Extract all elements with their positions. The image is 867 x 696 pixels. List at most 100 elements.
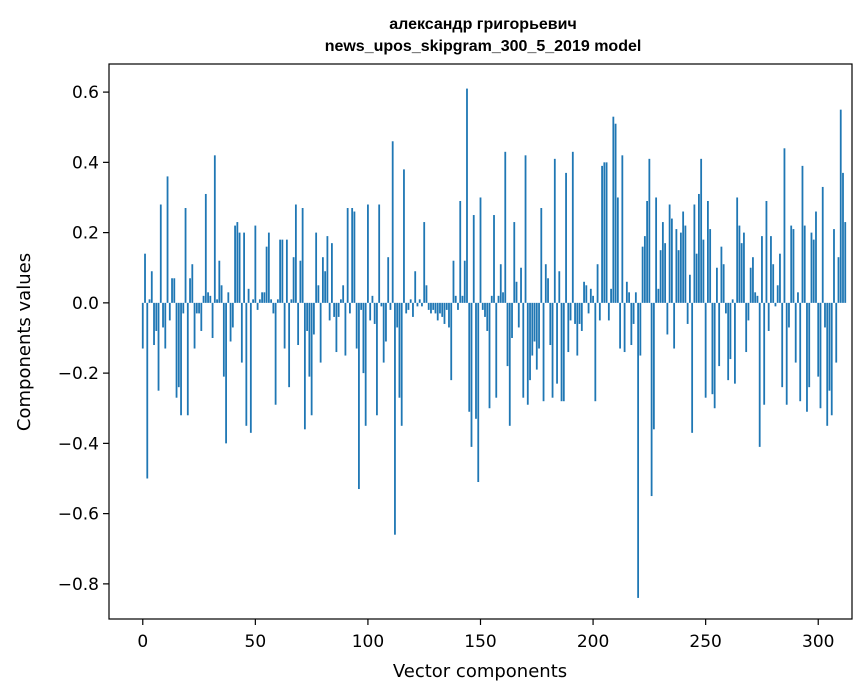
y-tick-label: 0.0 xyxy=(72,294,99,314)
bar xyxy=(484,302,486,317)
bar xyxy=(146,302,149,479)
bar xyxy=(587,302,590,314)
bar xyxy=(434,302,437,314)
bar xyxy=(770,236,772,303)
bar xyxy=(452,260,455,303)
bar xyxy=(558,271,561,303)
bar xyxy=(560,302,563,402)
bar xyxy=(324,271,327,303)
bar xyxy=(583,281,585,303)
bar xyxy=(601,165,603,303)
bar xyxy=(661,222,664,303)
bar xyxy=(207,292,209,303)
bar xyxy=(607,302,610,321)
bar xyxy=(839,109,842,303)
bar xyxy=(409,299,412,303)
bar xyxy=(351,208,354,303)
bar xyxy=(803,225,806,303)
bar xyxy=(535,302,538,370)
bar xyxy=(157,302,160,391)
bar xyxy=(815,211,817,303)
bar xyxy=(625,281,628,303)
bar xyxy=(261,292,263,303)
bar xyxy=(655,197,658,303)
bar xyxy=(702,239,705,303)
bar xyxy=(247,288,250,303)
bar xyxy=(761,236,763,303)
bar xyxy=(520,267,522,303)
bar xyxy=(243,232,245,303)
bar xyxy=(513,222,516,303)
bar xyxy=(303,302,306,430)
bar xyxy=(195,302,198,314)
y-tick-label: 0.2 xyxy=(72,224,99,244)
bar xyxy=(824,302,826,328)
bar xyxy=(835,302,838,363)
bar xyxy=(184,208,187,303)
bar xyxy=(321,257,324,303)
bar xyxy=(754,292,757,303)
bar xyxy=(173,278,176,303)
bar xyxy=(693,204,696,303)
bar xyxy=(279,239,282,303)
bar xyxy=(315,232,318,303)
bar xyxy=(612,116,615,303)
bar xyxy=(623,302,626,353)
bar xyxy=(470,302,473,447)
bar xyxy=(562,302,565,402)
bar xyxy=(385,302,387,342)
bar xyxy=(616,197,619,303)
bar xyxy=(186,302,189,416)
bar xyxy=(457,302,459,310)
bar xyxy=(283,302,286,349)
bar xyxy=(166,176,169,303)
bar xyxy=(252,299,254,303)
bar xyxy=(736,197,739,303)
bar xyxy=(743,232,745,303)
bar xyxy=(529,302,531,381)
bar xyxy=(826,302,829,426)
bar xyxy=(812,239,815,303)
bar xyxy=(168,302,171,321)
bar xyxy=(630,302,633,346)
bar xyxy=(698,193,700,303)
bar xyxy=(515,281,518,303)
bar xyxy=(209,295,212,303)
bar xyxy=(445,302,448,310)
bar xyxy=(153,302,155,346)
bar xyxy=(488,302,491,409)
bar xyxy=(362,302,365,374)
x-axis-label: Vector components xyxy=(393,661,567,682)
bar xyxy=(828,302,831,391)
bar xyxy=(734,302,736,384)
bar xyxy=(461,295,464,303)
bar xyxy=(256,302,259,310)
bar xyxy=(666,302,669,335)
bar xyxy=(598,302,601,321)
bar xyxy=(439,302,441,314)
bar xyxy=(589,288,592,303)
bar xyxy=(301,208,304,303)
y-axis: −0.8 −0.6 −0.4 −0.2 0.0 0.2 0.4 0.6 xyxy=(58,83,109,595)
bar xyxy=(182,302,185,314)
bar xyxy=(497,295,500,303)
x-tick-label: 0 xyxy=(137,632,148,652)
y-tick-label: 0.6 xyxy=(72,83,99,103)
bar xyxy=(738,225,741,303)
bar xyxy=(218,260,221,303)
bar xyxy=(454,295,457,303)
bar xyxy=(200,302,203,331)
bar xyxy=(297,302,300,346)
bar xyxy=(643,236,646,303)
bar xyxy=(312,302,315,335)
bar xyxy=(398,302,401,398)
bar xyxy=(549,302,552,346)
bar xyxy=(540,208,543,303)
bar xyxy=(193,302,196,349)
bar xyxy=(335,302,338,353)
bar xyxy=(641,246,644,303)
bar xyxy=(837,257,840,303)
bar xyxy=(486,302,489,331)
bar xyxy=(493,215,495,303)
bar xyxy=(508,302,511,426)
